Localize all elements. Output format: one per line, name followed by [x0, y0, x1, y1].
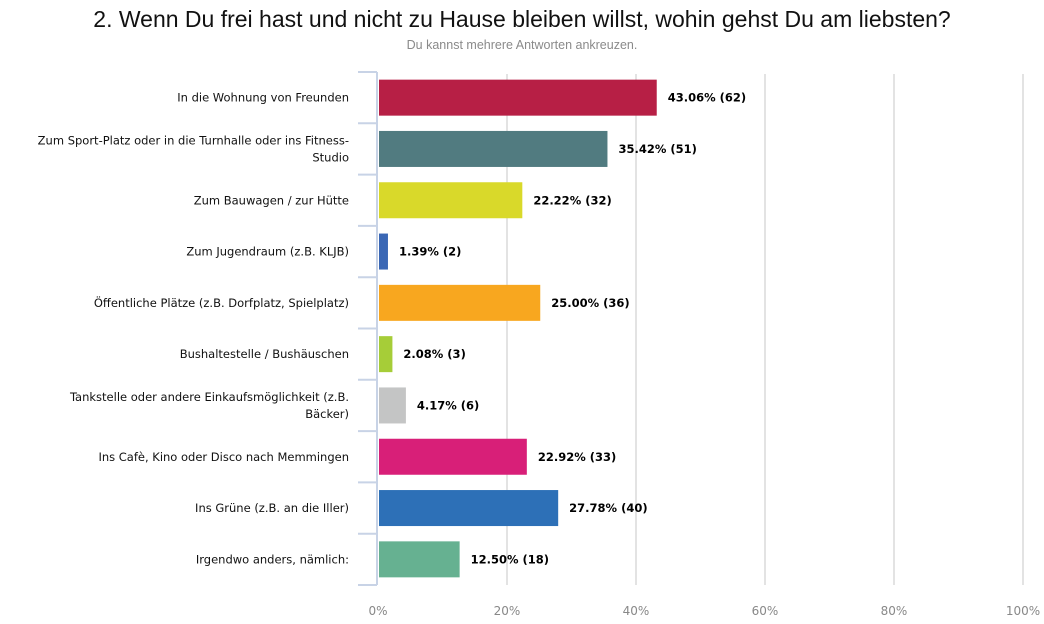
- bar: [379, 438, 527, 475]
- data-label: 4.17% (6): [417, 398, 479, 412]
- data-label: 22.92% (33): [538, 450, 616, 464]
- x-tick-label: 20%: [494, 604, 521, 618]
- category-label: Irgendwo anders, nämlich:: [196, 552, 349, 566]
- data-label: 2.08% (3): [403, 347, 465, 361]
- category-label: Zum Sport-Platz oder in die Turnhalle od…: [38, 133, 349, 164]
- data-label: 1.39% (2): [399, 245, 461, 259]
- category-label: Ins Grüne (z.B. an die Iller): [195, 501, 349, 515]
- data-label: 35.42% (51): [618, 142, 696, 156]
- category-label: Zum Jugendraum (z.B. KLJB): [186, 245, 349, 259]
- category-label: In die Wohnung von Freunden: [177, 91, 349, 105]
- bar: [379, 79, 657, 116]
- x-tick-label: 80%: [881, 604, 908, 618]
- bar: [379, 130, 608, 167]
- data-label: 12.50% (18): [471, 552, 549, 566]
- category-label: Tankstelle oder andere Einkaufsmöglichke…: [69, 390, 349, 421]
- data-label: 22.22% (32): [533, 193, 611, 207]
- category-labels: In die Wohnung von Freunden Zum Sport-Pla…: [38, 91, 349, 567]
- bar: [379, 182, 523, 219]
- x-tick-labels: 0% 20% 40% 60% 80% 100%: [368, 604, 1040, 618]
- bar: [379, 387, 406, 424]
- data-label: 43.06% (62): [668, 91, 746, 105]
- category-label: Bushaltestelle / Bushäuschen: [180, 347, 349, 361]
- category-label: Zum Bauwagen / zur Hütte: [194, 193, 349, 207]
- bar: [379, 336, 393, 373]
- value-labels: 43.06% (62) 35.42% (51) 22.22% (32) 1.39% (…: [399, 91, 746, 567]
- y-axis: [358, 71, 378, 586]
- bar: [379, 284, 541, 321]
- category-label: Ins Cafè, Kino oder Disco nach Memmingen: [98, 450, 349, 464]
- chart-title: 2. Wenn Du frei hast und nicht zu Hause …: [93, 6, 951, 32]
- bar: [379, 541, 460, 578]
- x-tick-label: 60%: [752, 604, 779, 618]
- chart-subtitle: Du kannst mehrere Antworten ankreuzen.: [406, 38, 638, 52]
- bar: [379, 490, 559, 527]
- x-tick-label: 0%: [368, 604, 387, 618]
- data-label: 25.00% (36): [551, 296, 629, 310]
- bars: [379, 79, 657, 578]
- x-tick-label: 100%: [1006, 604, 1040, 618]
- x-tick-label: 40%: [623, 604, 650, 618]
- data-label: 27.78% (40): [569, 501, 647, 515]
- category-label: Öffentliche Plätze (z.B. Dorfplatz, Spie…: [94, 294, 349, 310]
- bar: [379, 233, 388, 270]
